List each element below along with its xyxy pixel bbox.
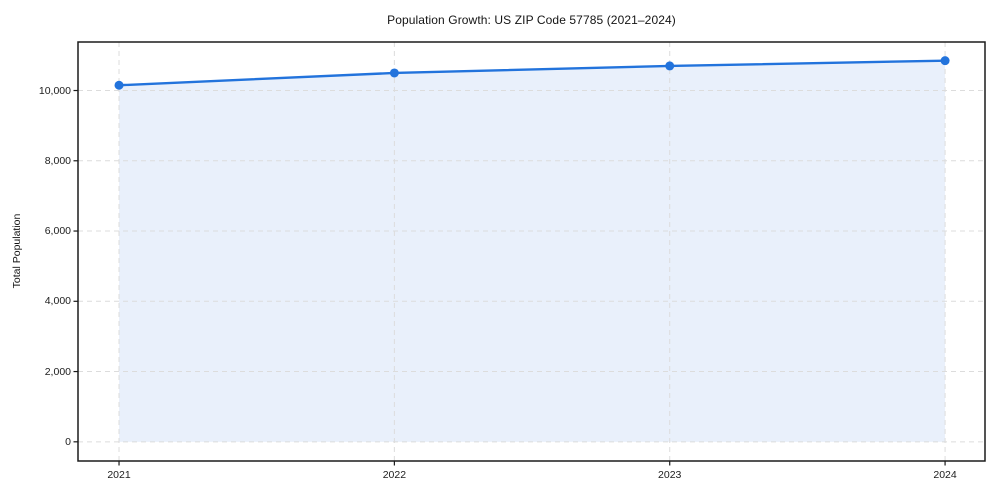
y-tick-label: 0 — [65, 435, 71, 448]
x-tick-label: 2024 — [933, 469, 957, 481]
x-tick-label: 2023 — [658, 469, 682, 481]
y-tick-label: 10,000 — [38, 84, 71, 97]
chart-title: Population Growth: US ZIP Code 57785 (20… — [387, 13, 676, 27]
plot-border — [77, 41, 986, 462]
data-point-marker — [389, 68, 399, 78]
y-tick-label: 6,000 — [44, 225, 71, 238]
data-point-marker — [665, 61, 675, 71]
x-tick-label: 2022 — [382, 469, 407, 481]
y-tick-label: 4,000 — [44, 295, 71, 308]
x-tick-label: 2021 — [107, 469, 131, 481]
data-point-marker — [940, 56, 950, 66]
y-tick-label: 2,000 — [44, 365, 71, 378]
y-tick-label: 8,000 — [44, 154, 71, 167]
area-fill — [119, 60, 946, 442]
population-line — [117, 59, 947, 87]
data-point-marker — [114, 80, 124, 90]
